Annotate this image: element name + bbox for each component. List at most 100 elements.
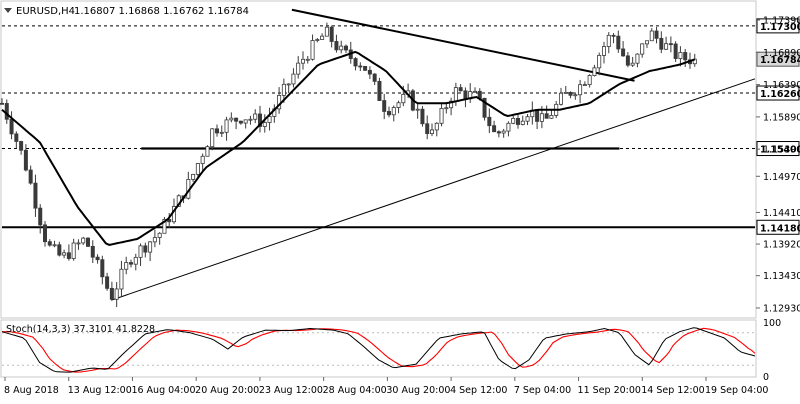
candle[interactable] (520, 115, 525, 126)
candle[interactable] (210, 128, 215, 151)
candle[interactable] (496, 130, 501, 138)
candle[interactable] (363, 65, 368, 71)
candle[interactable] (601, 41, 606, 64)
candle[interactable] (492, 120, 497, 133)
candle[interactable] (296, 56, 301, 79)
candle[interactable] (133, 253, 138, 271)
candle[interactable] (621, 41, 626, 57)
candle[interactable] (558, 87, 563, 106)
candle[interactable] (305, 55, 310, 64)
candle[interactable] (162, 217, 167, 234)
candle[interactable] (630, 56, 635, 68)
candle[interactable] (19, 140, 24, 155)
candle[interactable] (606, 32, 611, 54)
candle[interactable] (128, 259, 133, 268)
candle[interactable] (234, 117, 239, 130)
trendline[interactable] (291, 8, 635, 82)
candle[interactable] (114, 282, 119, 308)
candle[interactable] (668, 36, 673, 53)
candle[interactable] (219, 125, 224, 138)
candle[interactable] (320, 33, 325, 40)
candle[interactable] (673, 41, 678, 63)
candle[interactable] (33, 174, 38, 217)
candle[interactable] (343, 44, 348, 54)
candle[interactable] (367, 66, 372, 80)
candle[interactable] (420, 106, 425, 127)
candle[interactable] (253, 109, 258, 124)
candle[interactable] (95, 254, 100, 264)
candle[interactable] (300, 51, 305, 70)
candle[interactable] (334, 34, 339, 53)
candle[interactable] (568, 91, 573, 99)
candle[interactable] (66, 244, 71, 261)
candle[interactable] (243, 119, 248, 129)
candle[interactable] (678, 46, 683, 67)
candle[interactable] (415, 103, 420, 119)
candle[interactable] (148, 241, 153, 262)
candle[interactable] (501, 128, 506, 138)
candle[interactable] (444, 102, 449, 114)
candle[interactable] (310, 34, 315, 61)
candle[interactable] (267, 107, 272, 131)
dropdown-triangle-icon[interactable] (4, 8, 12, 13)
candle[interactable] (28, 165, 33, 185)
candle[interactable] (396, 100, 401, 114)
candle[interactable] (525, 113, 530, 126)
candle[interactable] (286, 83, 291, 94)
candle[interactable] (124, 256, 129, 275)
candle[interactable] (109, 281, 114, 301)
candle[interactable] (544, 105, 549, 119)
candle[interactable] (76, 239, 81, 250)
candle[interactable] (640, 43, 645, 58)
candle[interactable] (592, 64, 597, 77)
candle[interactable] (472, 87, 477, 93)
candle[interactable] (152, 229, 157, 248)
candle[interactable] (625, 52, 630, 68)
candle[interactable] (85, 237, 90, 247)
candle[interactable] (358, 62, 363, 71)
candle[interactable] (339, 40, 344, 54)
candle[interactable] (157, 232, 162, 245)
candle[interactable] (100, 255, 105, 285)
candle[interactable] (248, 115, 253, 125)
candle[interactable] (119, 260, 124, 297)
candle[interactable] (14, 131, 19, 149)
candle[interactable] (52, 240, 57, 248)
candle[interactable] (353, 57, 358, 71)
candle[interactable] (425, 115, 430, 140)
candle[interactable] (664, 36, 669, 51)
candle[interactable] (90, 240, 95, 264)
candle[interactable] (449, 97, 454, 116)
candle[interactable] (143, 242, 148, 258)
candle[interactable] (105, 272, 110, 291)
candle[interactable] (573, 92, 578, 100)
candle[interactable] (487, 108, 492, 134)
candle[interactable] (57, 241, 62, 257)
candle[interactable] (214, 124, 219, 137)
candle[interactable] (47, 239, 52, 247)
candle[interactable] (377, 77, 382, 101)
candle[interactable] (382, 93, 387, 120)
candle[interactable] (458, 84, 463, 92)
candle[interactable] (238, 120, 243, 125)
candle[interactable] (506, 121, 511, 137)
candle[interactable] (62, 249, 67, 259)
candle[interactable] (138, 243, 143, 267)
candle[interactable] (597, 52, 602, 76)
candle[interactable] (200, 153, 205, 171)
candle[interactable] (324, 22, 329, 37)
candle[interactable] (195, 162, 200, 178)
candle[interactable] (649, 28, 654, 42)
candle[interactable] (611, 33, 616, 44)
candle[interactable] (659, 31, 664, 54)
candle[interactable] (257, 105, 262, 133)
candle[interactable] (434, 122, 439, 137)
candle[interactable] (515, 114, 520, 129)
candle[interactable] (549, 109, 554, 119)
candle[interactable] (291, 68, 296, 88)
candle[interactable] (635, 53, 640, 68)
candle[interactable] (224, 116, 229, 141)
candle[interactable] (582, 81, 587, 86)
trendline[interactable] (111, 78, 756, 301)
